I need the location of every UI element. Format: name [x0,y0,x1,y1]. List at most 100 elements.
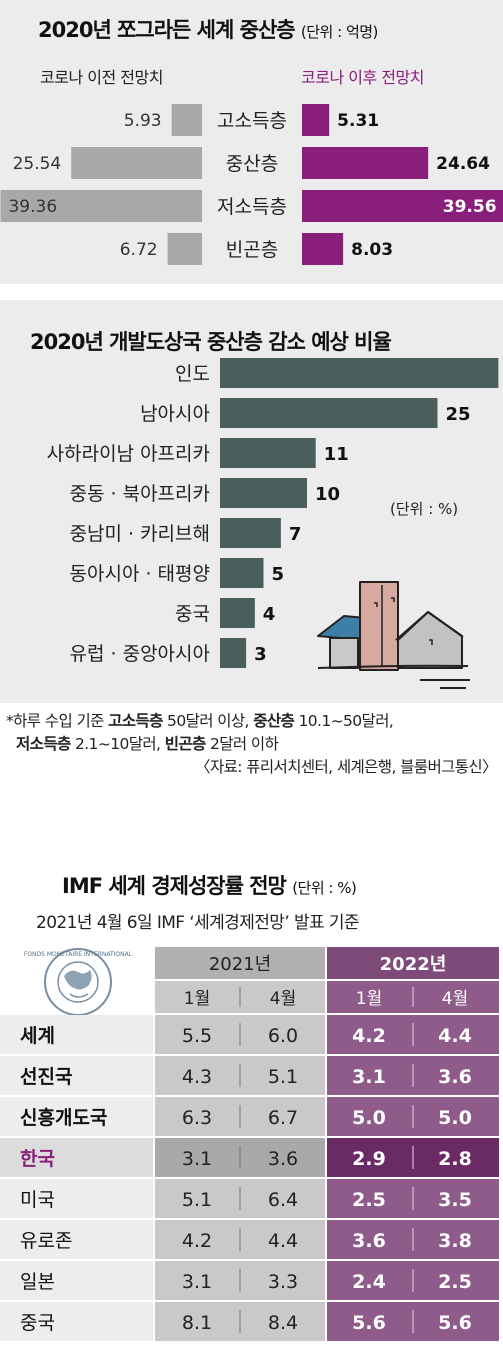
cell-5-2: 3.6 [352,1230,386,1252]
imf-unit: (단위 : %) [292,879,357,897]
row-label-4: 미국 [20,1189,55,1211]
cell-1-3: 3.6 [438,1066,472,1088]
header-2021: 2021년 [209,954,271,975]
cell-1-0: 4.3 [182,1066,212,1088]
value-label-2: 11 [324,444,349,465]
month-header-2: 1월 [356,989,382,1009]
cell-0-0: 5.5 [182,1025,212,1047]
cell-2-0: 6.3 [182,1107,212,1129]
category-label-1: 중산층 [226,153,278,175]
value-label-4: 7 [289,524,302,545]
category-label-0: 고소득층 [217,110,287,132]
bar-before-1 [71,147,202,179]
value-label-before-2: 39.36 [8,197,57,217]
value-label-after-3: 8.03 [351,240,393,260]
cell-7-2: 5.6 [352,1312,386,1334]
cell-6-0: 3.1 [182,1271,212,1293]
chart2-title: 2020년 개발도상국 중산층 감소 예상 비율 [30,330,392,354]
note-source: 〈자료: 퓨리서치센터, 세계은행, 블룸버그통신〉 [195,758,498,776]
row-label-3: 한국 [20,1148,55,1170]
cell-5-1: 4.4 [268,1230,298,1252]
cell-4-3: 3.5 [438,1189,472,1211]
value-label-7: 3 [254,644,267,665]
row-label-6: 일본 [20,1271,55,1293]
cell-7-3: 5.6 [438,1312,472,1334]
chart1-title: 2020년 쪼그라든 세계 중산층 (단위 : 억명) [38,18,378,42]
category-label-2: 사하라이남 아프리카 [47,443,210,465]
value-label-after-2: 39.56 [443,197,497,217]
legend-after: 코로나 이후 전망치 [301,68,424,87]
note-line-2: 저소득층 2.1~10달러, 빈곤층 2달러 이하 [16,735,279,753]
row-label-bg-7 [0,1302,153,1341]
imf-title: IMF 세계 경제성장률 전망 (단위 : %) [62,874,357,898]
cell-6-2: 2.4 [352,1271,386,1293]
month-header-0: 1월 [184,989,210,1009]
cell-6-1: 3.3 [268,1271,298,1293]
bar-6 [220,598,255,628]
cell-3-1: 3.6 [268,1148,298,1170]
cell-4-2: 2.5 [352,1189,386,1211]
header-2021-bg [155,947,325,979]
bar-0 [220,358,499,388]
imf-table: FONDS MONETAIRE INTERNATIONAL 2021년 2022년… [0,947,499,1341]
value-label-before-3: 6.72 [120,240,158,260]
cell-3-0: 3.1 [182,1148,212,1170]
cell-2-2: 5.0 [352,1107,386,1129]
houses-illustration [317,581,470,689]
bar-3 [220,478,307,508]
cell-3-2: 2.9 [352,1148,386,1170]
notes-block: *하루 수입 기준 고소득층 50달러 이상, 중산층 10.1~50달러, 저… [6,710,501,779]
category-label-7: 유럽 · 중앙아시아 [70,643,210,665]
row-label-bg-2 [0,1097,153,1136]
bar-after-3 [302,233,344,265]
row-label-bg-6 [0,1261,153,1300]
row-label-bg-1 [0,1056,153,1095]
bar-after-0 [302,104,330,136]
category-label-3: 빈곤층 [226,239,278,261]
bar-4 [220,518,281,548]
value-label-before-1: 25.54 [13,154,62,174]
imf-subtitle: 2021년 4월 6일 IMF ‘세계경제전망’ 발표 기준 [36,913,360,933]
bar-before-3 [167,233,202,265]
value-label-3: 10 [315,484,340,505]
bar-1 [220,398,438,428]
chart1-panel: 2020년 쪼그라든 세계 중산층 (단위 : 억명) 코로나 이전 전망치 코… [0,0,503,284]
legend-before: 코로나 이전 전망치 [40,68,163,87]
row-label-5: 유로존 [20,1230,72,1252]
imf-logo-text: FONDS MONETAIRE INTERNATIONAL [24,951,133,958]
cell-3-3: 2.8 [438,1148,472,1170]
cell-7-1: 8.4 [268,1312,298,1334]
cell-7-0: 8.1 [182,1312,212,1334]
category-label-0: 인도 [175,363,210,385]
row-label-1: 선진국 [20,1066,72,1088]
cell-1-2: 3.1 [352,1066,386,1088]
bar-7 [220,638,247,668]
row-label-bg-0 [0,1015,153,1054]
category-label-6: 중국 [175,603,210,625]
bar-5 [220,558,264,588]
cell-4-0: 5.1 [182,1189,212,1211]
cell-2-1: 6.7 [268,1107,298,1129]
cell-1-1: 5.1 [268,1066,298,1088]
bar-after-2 [302,190,503,222]
row-label-0: 세계 [20,1025,55,1047]
category-label-1: 남아시아 [140,403,210,425]
header-2022-bg [327,947,499,979]
cell-2-3: 5.0 [438,1107,472,1129]
chart1-svg: 고소득층 5.93 5.31 중산층 25.54 24.64 저소득층 39.36 39.56 빈… [0,104,503,265]
category-label-5: 동아시아 · 태평양 [70,563,210,585]
month-header-3: 4월 [442,989,468,1009]
cell-6-3: 2.5 [438,1271,472,1293]
row-label-2: 신흥개도국 [20,1106,107,1129]
cell-0-1: 6.0 [268,1025,298,1047]
bar-2 [220,438,316,468]
imf-logo-icon: FONDS MONETAIRE INTERNATIONAL [24,948,133,1016]
bar-before-2 [0,190,202,222]
bar-before-0 [171,104,202,136]
category-label-4: 중남미 · 카리브해 [70,523,210,545]
chart2-unit: (단위 : %) [390,500,459,518]
row-label-bg-5 [0,1220,153,1259]
cell-0-3: 4.4 [438,1025,472,1047]
value-label-after-1: 24.64 [436,154,490,174]
category-label-2: 저소득층 [217,196,287,218]
